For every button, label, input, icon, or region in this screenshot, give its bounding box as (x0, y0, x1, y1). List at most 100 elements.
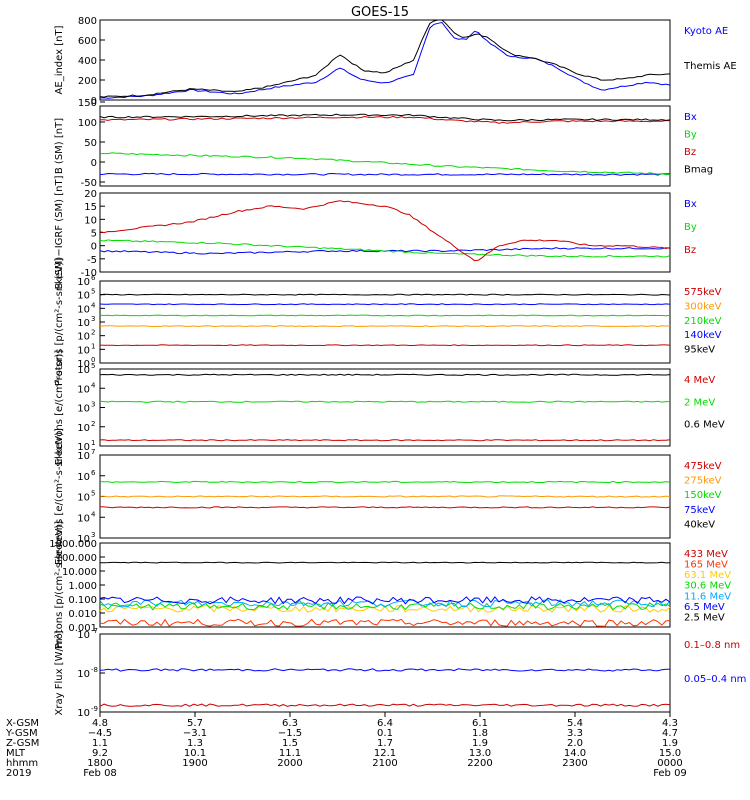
y-tick-exponent: 4 (91, 510, 96, 518)
ephemeris-value: 6.3 (282, 718, 298, 729)
y-tick-label: 10 (77, 332, 90, 343)
legend-entry: 30.6 MeV (684, 581, 731, 592)
y-tick-label: 10 (77, 291, 90, 302)
ephemeris-value: −3.1 (183, 728, 207, 739)
y-axis-label: B (SM)−IGRF (SM) [nT] (54, 175, 65, 289)
y-tick-label: 10 (77, 423, 90, 434)
y-tick-label: 10 (77, 384, 90, 395)
y-tick-exponent: -8 (91, 666, 98, 674)
series-line (99, 293, 671, 296)
series-line (99, 495, 671, 498)
ephemeris-value: 1.7 (377, 738, 393, 749)
panel-frame (99, 105, 671, 187)
y-axis-label: Electrons [e/(cm²-s-sr-keV)] (54, 428, 65, 565)
series-line (100, 561, 671, 564)
ephemeris-value: 3.3 (567, 728, 583, 739)
legend-entry: 575keV (684, 287, 722, 298)
y-tick-label: 0.001 (68, 623, 97, 634)
y-axis-label: B (SM) [nT] (54, 118, 65, 174)
y-tick-exponent: 0 (91, 356, 95, 364)
y-tick-exponent: 3 (91, 531, 95, 539)
ephemeris-row-label: Z-GSM (6, 738, 39, 749)
ephemeris-value: 2.0 (567, 738, 583, 749)
ephemeris-value: 11.1 (279, 748, 301, 759)
legend-entry: 0.6 MeV (684, 420, 725, 431)
series-line (99, 115, 671, 124)
y-tick-label: -50 (81, 178, 97, 189)
y-tick-exponent: 5 (91, 288, 95, 296)
y-tick-exponent: 1 (91, 342, 95, 350)
ephemeris-value: 5.4 (567, 718, 583, 729)
y-tick-label: 10 (77, 472, 90, 483)
ephemeris-value: 0.1 (377, 728, 393, 739)
ephemeris-value: 1.8 (472, 728, 488, 739)
y-tick-exponent: -7 (91, 627, 98, 635)
y-tick-label: 0.100 (68, 595, 97, 606)
legend-entry: 6.5 MeV (684, 602, 725, 613)
legend-entry: By (684, 130, 697, 141)
y-tick-label: 10 (77, 318, 90, 329)
ephemeris-row-label: 2019 (6, 768, 31, 779)
ephemeris-value: 4.7 (662, 728, 678, 739)
ephemeris-value: Feb 09 (653, 768, 687, 779)
y-tick-label: 10 (77, 404, 90, 415)
legend-entry: 275keV (684, 476, 722, 487)
legend-entry: 63.1 MeV (684, 570, 731, 581)
y-tick-label: 10 (84, 215, 97, 226)
legend-entry: 40keV (684, 519, 715, 530)
y-tick-exponent: 6 (91, 274, 96, 282)
x-axis-ephemeris-rows: X-GSMY-GSMZ-GSMMLThhmm20194.8−4.51.19.21… (5, 712, 687, 779)
y-axis-label: Electrons [e/(cm²-s-sr)] (54, 350, 65, 466)
y-tick-exponent: -9 (91, 705, 98, 713)
ephemeris-value: 2200 (467, 758, 492, 769)
panel-frame (99, 19, 671, 101)
y-tick-exponent: 3 (91, 401, 95, 409)
y-tick-label: 10 (77, 365, 90, 376)
legend-entry: Bmag (684, 165, 713, 176)
legend-entry: 95keV (684, 345, 715, 356)
y-axis-label: AE_index [nT] (54, 25, 65, 94)
ephemeris-value: 12.1 (374, 748, 396, 759)
panel-1: 0 200 400 600 800 AE_index [nT] Kyoto AE Themis… (54, 16, 737, 107)
y-tick-label: 10 (77, 669, 90, 680)
legend-entry: 0.05–0.4 nm (684, 674, 746, 685)
y-tick-label: 15 (84, 202, 97, 213)
legend-entry: 2 MeV (684, 397, 715, 408)
legend-entry: 165 MeV (684, 560, 728, 571)
ephemeris-value: 1.9 (472, 738, 488, 749)
ephemeris-value: 2000 (277, 758, 302, 769)
ephemeris-value: Feb 08 (83, 768, 117, 779)
y-tick-label: 200 (78, 76, 97, 87)
ephemeris-value: 1800 (87, 758, 112, 769)
y-tick-exponent: 1 (91, 439, 95, 447)
ephemeris-value: 1.5 (282, 738, 298, 749)
series-line (99, 373, 671, 376)
series-line (99, 303, 671, 306)
panel-2: -50 0 50 100 150 B (SM) [nT] Bx By Bz Bmag (54, 98, 713, 189)
y-tick-label: 100 (78, 118, 97, 129)
y-axis-label: Xray Flux [W/m²] (54, 630, 65, 715)
y-tick-exponent: 7 (91, 448, 95, 456)
y-tick-exponent: 5 (91, 362, 95, 370)
panel-frame (99, 192, 671, 273)
panel-7: 0.001 0.010 0.100 1.000 10.000 100.000 1000.00… (49, 521, 731, 649)
legend-entry: Bx (684, 112, 697, 123)
series-line (99, 480, 671, 484)
y-tick-label: 0 (91, 242, 97, 253)
panel-frame (99, 542, 671, 628)
ephemeris-value: −4.5 (88, 728, 112, 739)
ephemeris-value: 4.3 (662, 718, 678, 729)
series-line (99, 506, 671, 509)
y-tick-label: 800 (78, 16, 97, 27)
y-tick-exponent: 6 (91, 469, 96, 477)
ephemeris-value: 2300 (562, 758, 587, 769)
y-tick-label: -5 (87, 255, 97, 266)
ephemeris-row-label: X-GSM (6, 718, 39, 729)
series-line (99, 599, 671, 608)
series-line (99, 325, 671, 328)
y-tick-label: 10.000 (62, 567, 97, 578)
